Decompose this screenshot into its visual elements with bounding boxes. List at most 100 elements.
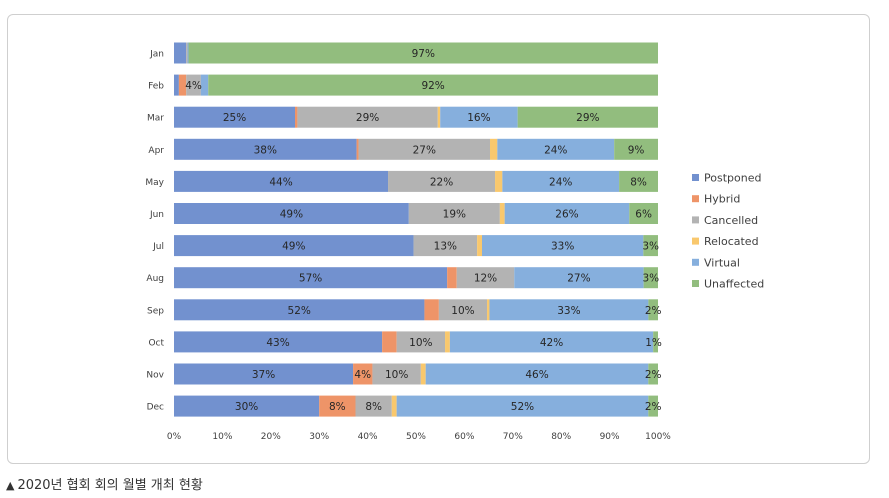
bar-segment: [174, 331, 383, 353]
category-label: Nov: [146, 371, 164, 381]
bar-segment: [499, 203, 505, 224]
data-label: 38%: [254, 144, 277, 156]
data-label: 33%: [557, 305, 580, 317]
bar-segment: [619, 170, 658, 192]
bar-segment: [445, 331, 450, 353]
bar-segment: [413, 235, 478, 257]
legend-swatch: [692, 174, 699, 181]
data-label: 29%: [356, 112, 379, 124]
bar-segment: [174, 363, 354, 385]
bar-segment: [425, 363, 649, 385]
data-label: 46%: [525, 369, 548, 381]
category-label: Oct: [148, 338, 164, 348]
bar-segment: [297, 106, 438, 128]
legend-swatch: [692, 237, 699, 245]
data-label: 22%: [430, 176, 453, 188]
data-label: 3%: [642, 241, 659, 253]
bar-segment: [653, 331, 658, 353]
bar-segment: [174, 235, 414, 257]
bar-segment: [356, 138, 359, 160]
data-label: 49%: [280, 209, 303, 221]
data-label: 9%: [628, 144, 645, 156]
x-tick-label: 70%: [503, 432, 523, 442]
bar-segment: [174, 395, 320, 417]
data-label: 42%: [540, 337, 563, 349]
legend-label: Virtual: [704, 256, 740, 269]
bar-segment: [456, 267, 515, 289]
data-label: 16%: [467, 112, 490, 124]
legend-label: Unaffected: [704, 278, 764, 291]
data-label: 2%: [645, 305, 662, 317]
bar-segment: [178, 74, 187, 96]
bar-segment: [489, 299, 649, 321]
bar-segment: [648, 299, 658, 321]
data-label: 52%: [511, 401, 534, 413]
bar-segment: [643, 267, 658, 289]
legend-swatch: [692, 216, 699, 224]
data-labels: 97% 4% 92% 25% 29% 16% 29% 38% 27% 24% 9% 44% 22% 24%…: [185, 48, 662, 413]
bar-segment: [648, 363, 658, 385]
x-tick-label: 80%: [551, 432, 571, 442]
bar-segment: [487, 299, 490, 321]
x-tick-label: 20%: [261, 432, 281, 442]
bar-segment: [629, 203, 658, 224]
data-label: 6%: [635, 209, 652, 221]
category-label: Jul: [152, 242, 164, 252]
data-label: 8%: [365, 401, 382, 413]
category-label: Jan: [149, 50, 164, 60]
legend-label: Relocated: [704, 235, 759, 248]
bar-segment: [504, 203, 630, 224]
category-label: May: [145, 178, 164, 188]
bar-segment: [208, 74, 658, 96]
category-label: Apr: [148, 146, 164, 156]
x-tick-label: 60%: [454, 432, 474, 442]
bar-segment: [355, 395, 392, 417]
bar-segment: [353, 363, 373, 385]
data-label: 2%: [645, 369, 662, 381]
triangle-icon: ▲: [6, 479, 15, 492]
bar-segment: [388, 170, 496, 192]
category-label: Sep: [147, 306, 164, 316]
bar-segment: [643, 235, 658, 257]
data-label: 19%: [443, 209, 466, 221]
x-tick-label: 40%: [358, 432, 378, 442]
bar-segment: [372, 363, 421, 385]
data-label: 1%: [645, 337, 662, 349]
data-label: 52%: [288, 305, 311, 317]
bar-segment: [174, 170, 389, 192]
data-label: 3%: [642, 273, 659, 285]
bar-segment: [396, 331, 446, 353]
data-label: 12%: [474, 273, 497, 285]
legend: Postponed Hybrid Cancelled Relocated Virtual…: [692, 172, 764, 291]
category-label: Mar: [147, 114, 164, 124]
bar-segment: [188, 42, 658, 64]
data-label: 25%: [223, 112, 246, 124]
category-label: Dec: [147, 403, 164, 413]
legend-label: Hybrid: [704, 193, 740, 206]
data-label: 33%: [551, 241, 574, 253]
bar-segment: [497, 138, 615, 160]
bar-segment: [186, 42, 188, 64]
data-label: 43%: [266, 337, 289, 349]
x-tick-label: 30%: [309, 432, 329, 442]
bar-segment: [382, 331, 397, 353]
data-label: 2%: [645, 401, 662, 413]
bar-segment: [424, 299, 439, 321]
bar-segment: [174, 299, 425, 321]
x-tick-label: 90%: [600, 432, 620, 442]
bars-layer: [174, 42, 658, 417]
data-label: 29%: [576, 112, 599, 124]
data-label: 10%: [385, 369, 408, 381]
legend-swatch: [692, 258, 699, 266]
stacked-bar-chart: Jan Feb Mar Apr May Jun Jul Aug Sep Oct Nov Dec 97%…: [145, 42, 764, 442]
bar-segment: [174, 203, 409, 224]
bar-segment: [295, 106, 298, 128]
bar-segment: [514, 267, 644, 289]
data-label: 8%: [329, 401, 346, 413]
bar-segment: [495, 170, 503, 192]
x-tick-label: 0%: [167, 432, 182, 442]
caption-text: 2020년 협회 회의 월별 개최 현황: [17, 478, 203, 493]
category-label: Jun: [149, 210, 164, 220]
bar-segment: [174, 138, 357, 160]
data-label: 27%: [413, 144, 436, 156]
